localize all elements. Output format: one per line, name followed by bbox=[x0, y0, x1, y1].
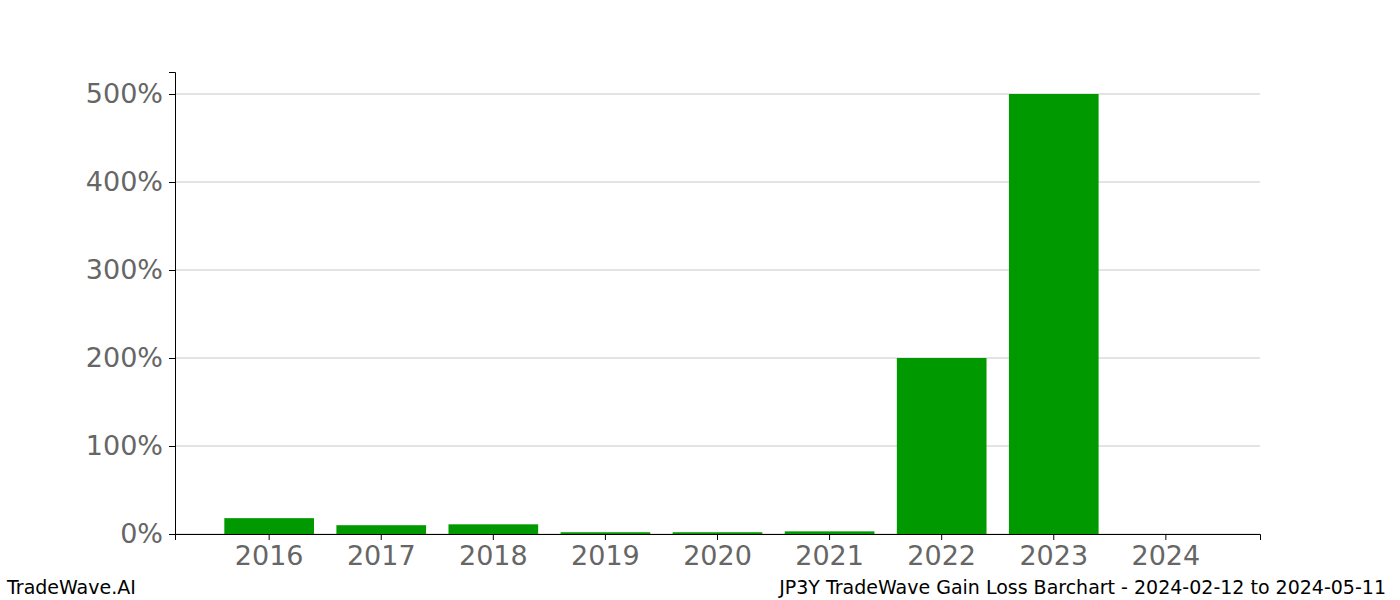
x-axis: 2016 2017 2018 2019 2020 2021 2022 2023 2024 bbox=[176, 534, 1261, 571]
bar bbox=[897, 358, 987, 534]
y-tick: 200% bbox=[86, 342, 175, 373]
y-tick-mark bbox=[169, 358, 175, 359]
x-tick-label: 2023 bbox=[1019, 540, 1088, 571]
x-tick-mark bbox=[1165, 534, 1166, 540]
x-tick: 2017 bbox=[347, 534, 416, 571]
bar bbox=[785, 531, 875, 534]
x-tick-label: 2016 bbox=[235, 540, 304, 571]
x-tick: 2024 bbox=[1131, 534, 1200, 571]
y-axis-line bbox=[169, 73, 176, 535]
y-tick: 100% bbox=[86, 430, 175, 461]
title: JP3Y TradeWave Gain Loss Barchart - 2024… bbox=[778, 576, 1386, 598]
y-tick: 0% bbox=[120, 518, 175, 549]
x-tick-mark bbox=[941, 534, 942, 540]
x-tick-mark bbox=[605, 534, 606, 540]
bars bbox=[224, 94, 1098, 534]
x-tick-mark bbox=[717, 534, 718, 540]
x-tick-label: 2020 bbox=[683, 540, 752, 571]
x-tick-label: 2017 bbox=[347, 540, 416, 571]
y-tick-mark bbox=[169, 182, 175, 183]
bar bbox=[1009, 94, 1099, 534]
x-tick-label: 2022 bbox=[907, 540, 976, 571]
x-tick: 2021 bbox=[795, 534, 864, 571]
x-tick: 2018 bbox=[459, 534, 528, 571]
bar bbox=[561, 532, 651, 534]
x-tick: 2023 bbox=[1019, 534, 1088, 571]
x-tick: 2016 bbox=[235, 534, 304, 571]
y-tick-mark bbox=[169, 446, 175, 447]
bar bbox=[224, 518, 314, 534]
grid bbox=[175, 94, 1260, 534]
bar bbox=[673, 532, 763, 534]
y-tick: 300% bbox=[86, 254, 175, 285]
x-tick-mark bbox=[381, 534, 382, 540]
y-tick-mark bbox=[169, 270, 175, 271]
bar bbox=[1121, 534, 1211, 535]
y-axis: 0% 100% 200% 300% 400% 500% bbox=[86, 73, 176, 550]
y-tick-mark bbox=[169, 534, 175, 535]
x-tick-mark bbox=[1053, 534, 1054, 540]
x-tick-label: 2021 bbox=[795, 540, 864, 571]
x-tick: 2020 bbox=[683, 534, 752, 571]
y-tick-label: 200% bbox=[86, 342, 163, 373]
x-tick-mark bbox=[829, 534, 830, 540]
x-tick: 2022 bbox=[907, 534, 976, 571]
y-tick-label: 500% bbox=[86, 78, 163, 109]
y-tick-label: 0% bbox=[120, 518, 163, 549]
y-tick-label: 400% bbox=[86, 166, 163, 197]
x-tick-label: 2019 bbox=[571, 540, 640, 571]
y-tick-label: 100% bbox=[86, 430, 163, 461]
x-tick-mark bbox=[493, 534, 494, 540]
x-tick-label: 2024 bbox=[1131, 540, 1200, 571]
bar bbox=[336, 525, 426, 534]
annotation: TradeWave.AI bbox=[6, 576, 136, 598]
y-tick-label: 300% bbox=[86, 254, 163, 285]
bar bbox=[448, 524, 538, 534]
chart: 0%100%200%300%400%500%201620172018201920… bbox=[0, 0, 1400, 600]
x-tick-label: 2018 bbox=[459, 540, 528, 571]
x-tick: 2019 bbox=[571, 534, 640, 571]
y-tick: 500% bbox=[86, 78, 175, 109]
x-tick-mark bbox=[269, 534, 270, 540]
y-tick: 400% bbox=[86, 166, 175, 197]
y-tick-mark bbox=[169, 94, 175, 95]
